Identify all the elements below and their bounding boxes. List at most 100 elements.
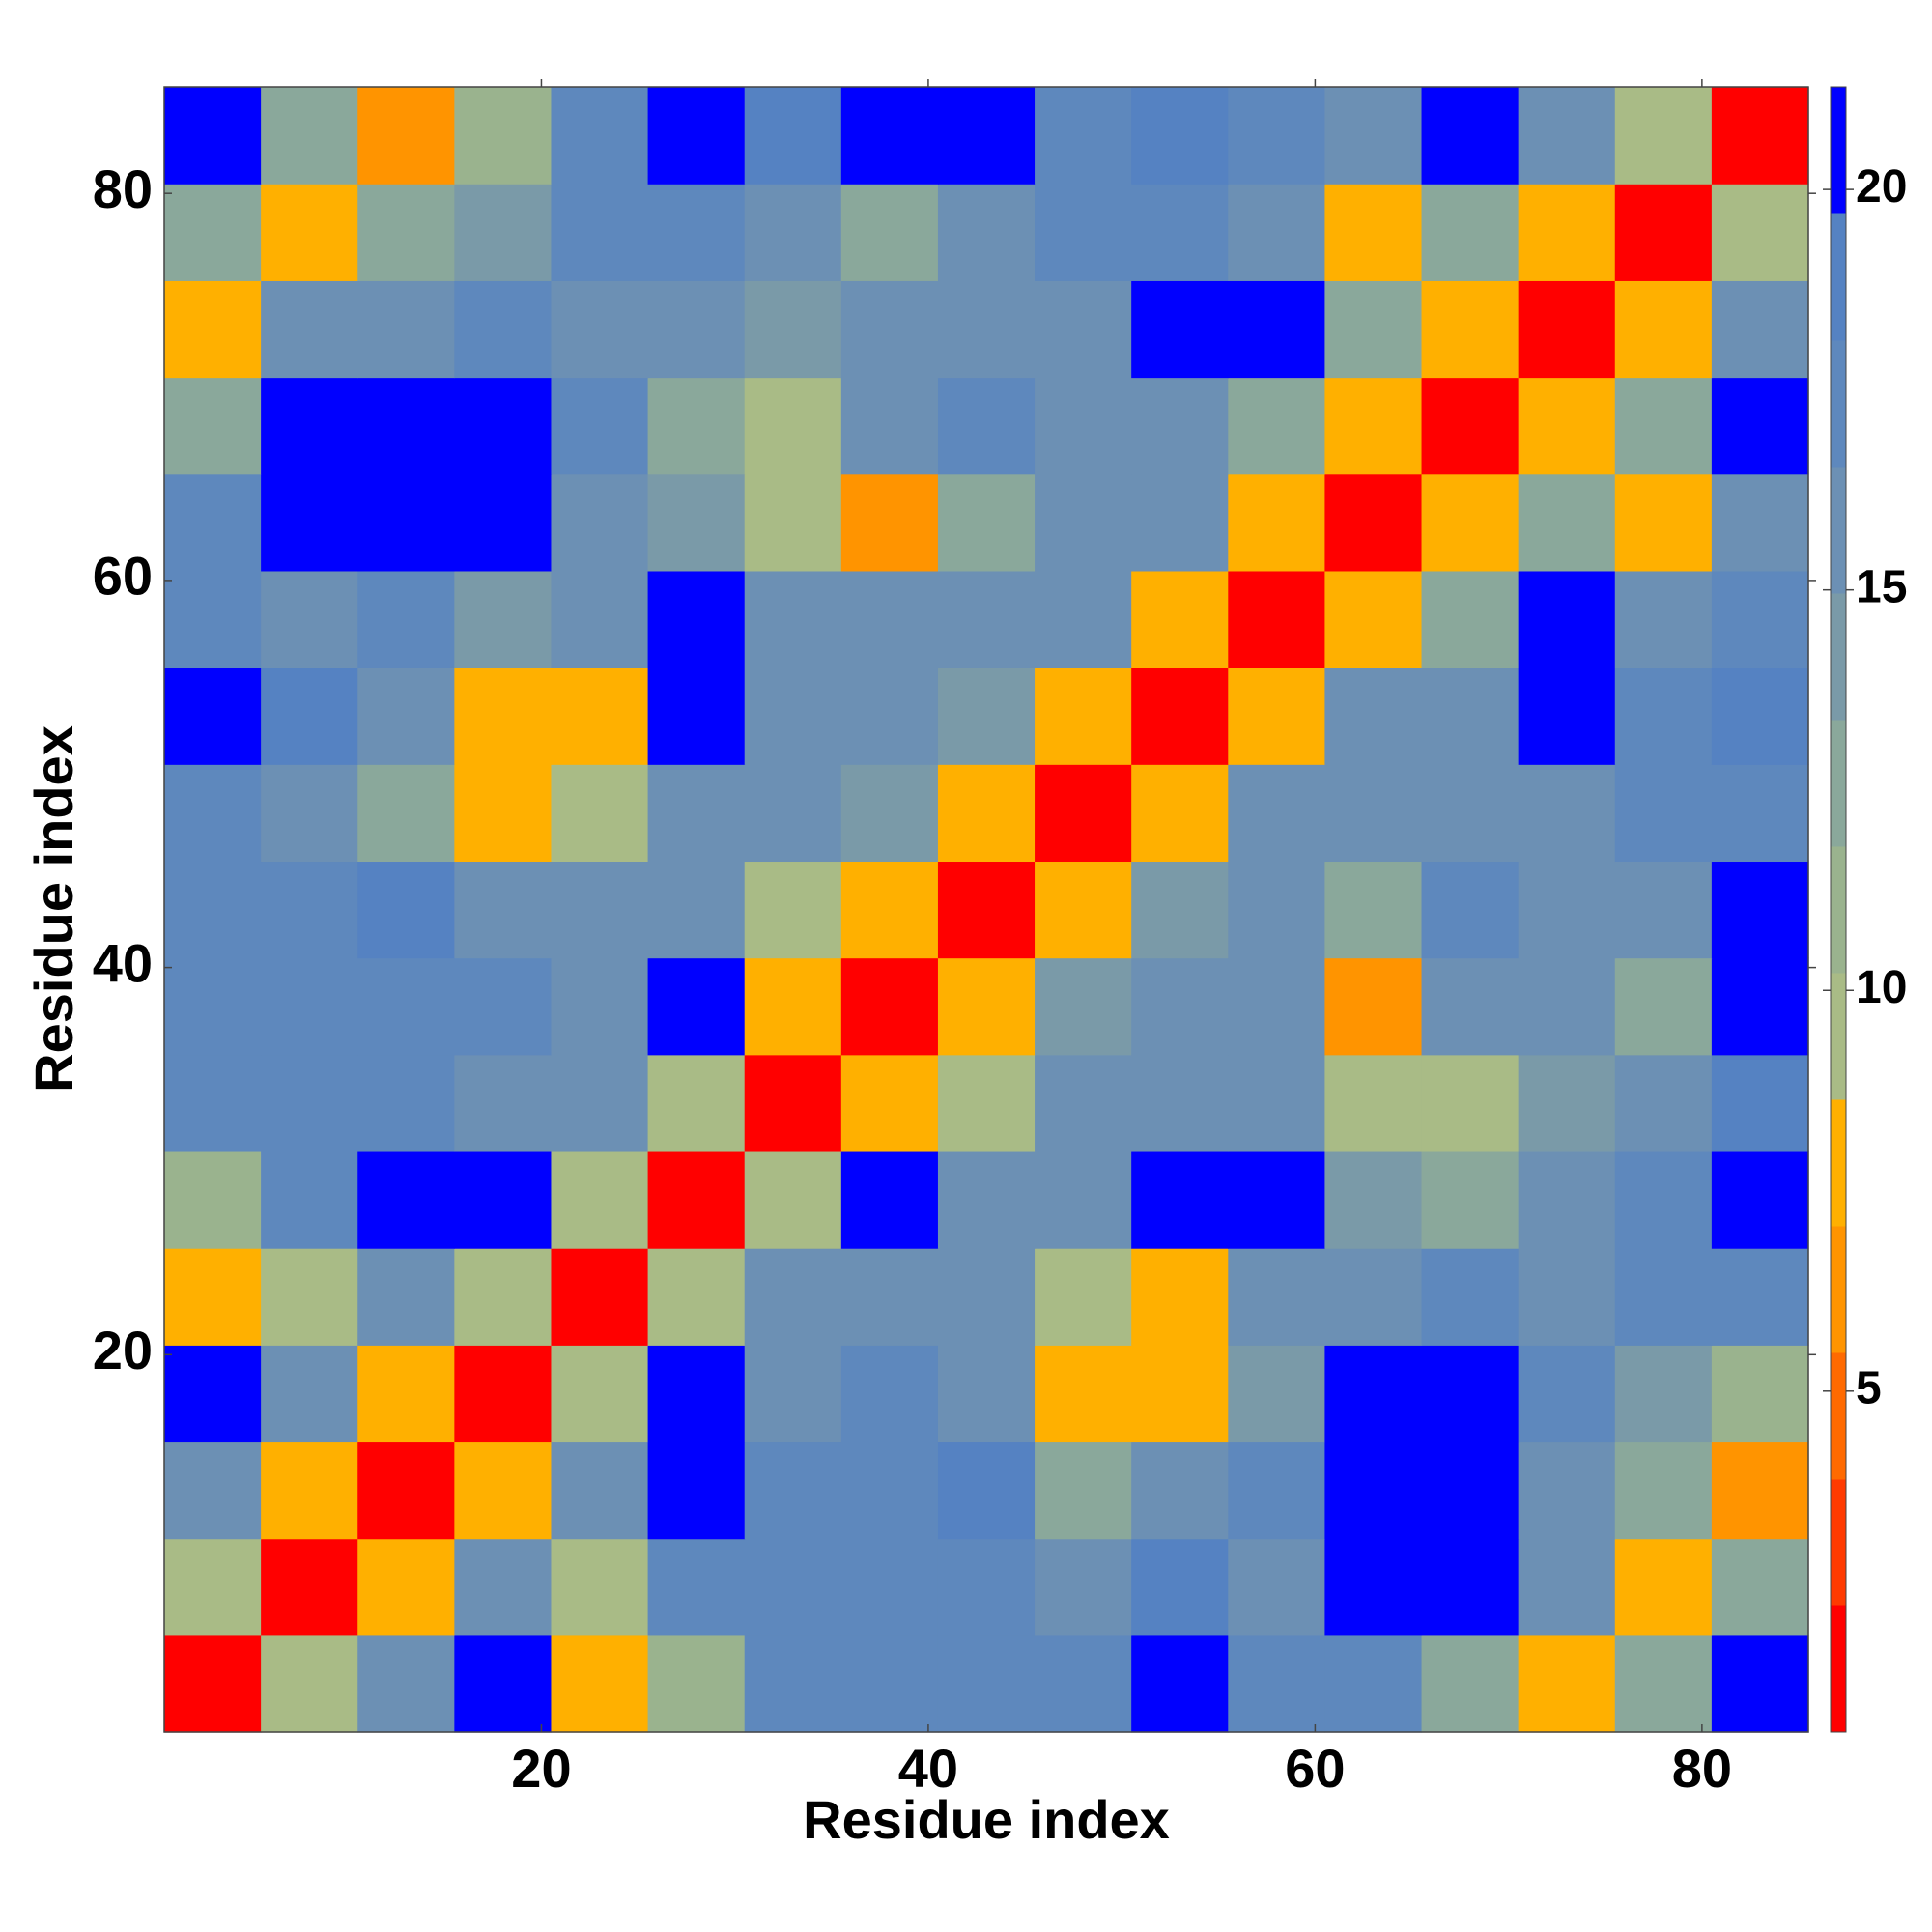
heatmap-cell	[551, 1538, 649, 1636]
heatmap-cell	[357, 570, 455, 668]
heatmap-cell	[647, 570, 746, 668]
heatmap-cell	[1711, 1345, 1809, 1443]
heatmap-cell	[1228, 570, 1326, 668]
heatmap-cell	[551, 377, 649, 475]
colorbar-segment	[1831, 846, 1846, 974]
heatmap-cell	[1324, 1441, 1423, 1540]
heatmap-cell	[551, 1054, 649, 1152]
heatmap-cell	[647, 861, 746, 959]
heatmap-cell	[1518, 1345, 1616, 1443]
heatmap-cell	[840, 184, 939, 281]
heatmap-cell	[1228, 957, 1326, 1056]
heatmap-cell	[551, 473, 649, 572]
heatmap-cell	[1324, 1345, 1423, 1443]
heatmap-cell	[1035, 473, 1132, 572]
heatmap-cell	[1228, 1538, 1326, 1636]
heatmap-cell	[357, 377, 455, 475]
heatmap-cell	[1614, 87, 1713, 185]
heatmap-cell	[1518, 377, 1616, 475]
heatmap-cell	[1035, 87, 1132, 185]
heatmap-cell	[1324, 1151, 1423, 1249]
heatmap-cell	[551, 668, 649, 765]
heatmap-cell	[261, 280, 358, 379]
heatmap-cell	[551, 570, 649, 668]
heatmap-cell	[1131, 1151, 1229, 1249]
heatmap-cell	[454, 280, 553, 379]
heatmap-cell	[1228, 1248, 1326, 1346]
heatmap-cell	[357, 1345, 455, 1443]
heatmap-cell	[164, 1054, 262, 1152]
heatmap-cell	[357, 1538, 455, 1636]
colorbar-segment	[1831, 1352, 1846, 1480]
heatmap-cell	[840, 1054, 939, 1152]
heatmap-cell	[1035, 377, 1132, 475]
heatmap-cell	[164, 473, 262, 572]
heatmap-cell	[937, 1538, 1036, 1636]
heatmap-cell	[744, 280, 842, 379]
heatmap-cell	[1324, 1634, 1423, 1733]
heatmap-cell	[1035, 764, 1132, 863]
heatmap-cell	[937, 1441, 1036, 1540]
heatmap-cell	[1228, 87, 1326, 185]
y-tick-label: 60	[93, 546, 153, 607]
heatmap-cell	[1518, 473, 1616, 572]
heatmap-cell	[1131, 377, 1229, 475]
colorbar-tick-label: 15	[1856, 561, 1907, 612]
heatmap-cell	[1035, 1345, 1132, 1443]
heatmap-cell	[1228, 184, 1326, 281]
heatmap-cell	[1228, 473, 1326, 572]
heatmap-cell	[164, 861, 262, 959]
heatmap-cell	[937, 668, 1036, 765]
heatmap-cell	[1421, 1151, 1520, 1249]
heatmap-cell	[164, 764, 262, 863]
heatmap-cell	[1228, 1151, 1326, 1249]
heatmap-cell	[1711, 764, 1809, 863]
heatmap-cell	[840, 861, 939, 959]
heatmap-cell	[454, 1248, 553, 1346]
heatmap-cell	[1614, 377, 1713, 475]
heatmap-cell	[1518, 1054, 1616, 1152]
y-axis-title: Residue index	[23, 725, 84, 1093]
heatmap-cell	[261, 87, 358, 185]
heatmap-cell	[1711, 957, 1809, 1056]
heatmap-cell	[1035, 1151, 1132, 1249]
heatmap-cell	[1131, 1054, 1229, 1152]
heatmap-cell	[454, 570, 553, 668]
heatmap-cell	[937, 1151, 1036, 1249]
heatmap-cell	[261, 1538, 358, 1636]
heatmap-cell	[1228, 668, 1326, 765]
heatmap-cell	[1035, 280, 1132, 379]
heatmap-cell	[1518, 957, 1616, 1056]
heatmap-cell	[1421, 473, 1520, 572]
heatmap-cell	[744, 1441, 842, 1540]
heatmap-cell	[454, 87, 553, 185]
heatmap-cell	[1518, 570, 1616, 668]
heatmap-cell	[1131, 280, 1229, 379]
heatmap-cell	[1324, 957, 1423, 1056]
heatmap-cell	[1518, 764, 1616, 863]
heatmap-cell	[744, 1054, 842, 1152]
heatmap-cell	[357, 861, 455, 959]
heatmap-cell	[1035, 861, 1132, 959]
heatmap-cell	[357, 957, 455, 1056]
heatmap-cell	[840, 377, 939, 475]
heatmap-cell	[1421, 1634, 1520, 1733]
heatmap-cell	[1228, 377, 1326, 475]
heatmap-cell	[261, 957, 358, 1056]
heatmap-cell	[1518, 184, 1616, 281]
heatmap-cell	[1131, 184, 1229, 281]
heatmap-cell	[1614, 957, 1713, 1056]
heatmap-cell	[1131, 957, 1229, 1056]
heatmap-cell	[164, 957, 262, 1056]
heatmap-cell	[937, 1248, 1036, 1346]
heatmap-cell	[744, 1248, 842, 1346]
heatmap-cell	[647, 668, 746, 765]
heatmap-cell	[357, 668, 455, 765]
x-tick-label: 40	[898, 1738, 958, 1799]
heatmap-cell	[647, 377, 746, 475]
heatmap-cell	[1035, 668, 1132, 765]
heatmap-cell	[1035, 1538, 1132, 1636]
heatmap-cell	[1614, 1151, 1713, 1249]
heatmap-cell	[261, 1054, 358, 1152]
heatmap-cell	[937, 1054, 1036, 1152]
